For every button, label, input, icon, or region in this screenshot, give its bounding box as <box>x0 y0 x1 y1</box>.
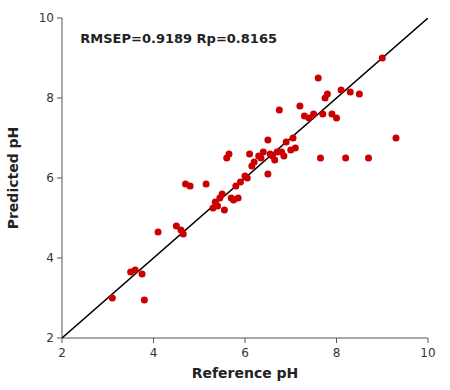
point <box>187 183 194 190</box>
point <box>347 89 354 96</box>
y-tick <box>57 258 62 259</box>
point <box>155 229 162 236</box>
point <box>141 297 148 304</box>
y-tick <box>57 98 62 99</box>
point <box>109 295 116 302</box>
x-tick <box>428 338 429 343</box>
point <box>310 111 317 118</box>
point <box>264 137 271 144</box>
point <box>296 103 303 110</box>
point <box>276 107 283 114</box>
plot-area <box>62 18 428 338</box>
point <box>392 135 399 142</box>
point <box>290 135 297 142</box>
point <box>379 55 386 62</box>
identity-line <box>62 18 428 338</box>
point <box>225 151 232 158</box>
y-tick-label: 10 <box>39 11 54 25</box>
point <box>235 195 242 202</box>
point <box>203 181 210 188</box>
x-tick-label: 2 <box>58 346 66 360</box>
point <box>319 111 326 118</box>
point <box>317 155 324 162</box>
y-axis-label: Predicted pH <box>5 127 21 230</box>
point <box>283 139 290 146</box>
point <box>280 153 287 160</box>
y-tick-label: 2 <box>46 331 54 345</box>
point <box>219 191 226 198</box>
point <box>324 91 331 98</box>
annotation: RMSEP=0.9189 Rp=0.8165 <box>80 31 277 46</box>
point <box>271 157 278 164</box>
x-tick <box>336 338 337 343</box>
point <box>251 159 258 166</box>
point <box>237 179 244 186</box>
point <box>214 203 221 210</box>
x-tick-label: 8 <box>333 346 341 360</box>
y-tick-label: 6 <box>46 171 54 185</box>
x-tick <box>62 338 63 343</box>
point <box>365 155 372 162</box>
point <box>132 267 139 274</box>
chart: 2 4 6 8 10 2 4 6 8 10 Reference pH Predicted pH RMSE… <box>0 0 450 390</box>
y-tick-label: 4 <box>46 251 54 265</box>
point <box>260 149 267 156</box>
point <box>180 231 187 238</box>
x-tick-label: 6 <box>241 346 249 360</box>
point <box>246 151 253 158</box>
y-tick <box>57 338 62 339</box>
y-tick <box>57 178 62 179</box>
x-axis-label: Reference pH <box>192 365 299 381</box>
point <box>342 155 349 162</box>
point <box>333 115 340 122</box>
point <box>292 145 299 152</box>
point <box>356 91 363 98</box>
point <box>244 175 251 182</box>
point <box>315 75 322 82</box>
point <box>139 271 146 278</box>
point <box>258 155 265 162</box>
point <box>264 171 271 178</box>
x-tick <box>153 338 154 343</box>
y-tick-label: 8 <box>46 91 54 105</box>
point <box>221 207 228 214</box>
x-tick <box>245 338 246 343</box>
axes: 2 4 6 8 10 2 4 6 8 10 <box>39 11 436 360</box>
x-tick-label: 10 <box>420 346 435 360</box>
y-tick <box>57 18 62 19</box>
x-tick-label: 4 <box>150 346 158 360</box>
point <box>338 87 345 94</box>
